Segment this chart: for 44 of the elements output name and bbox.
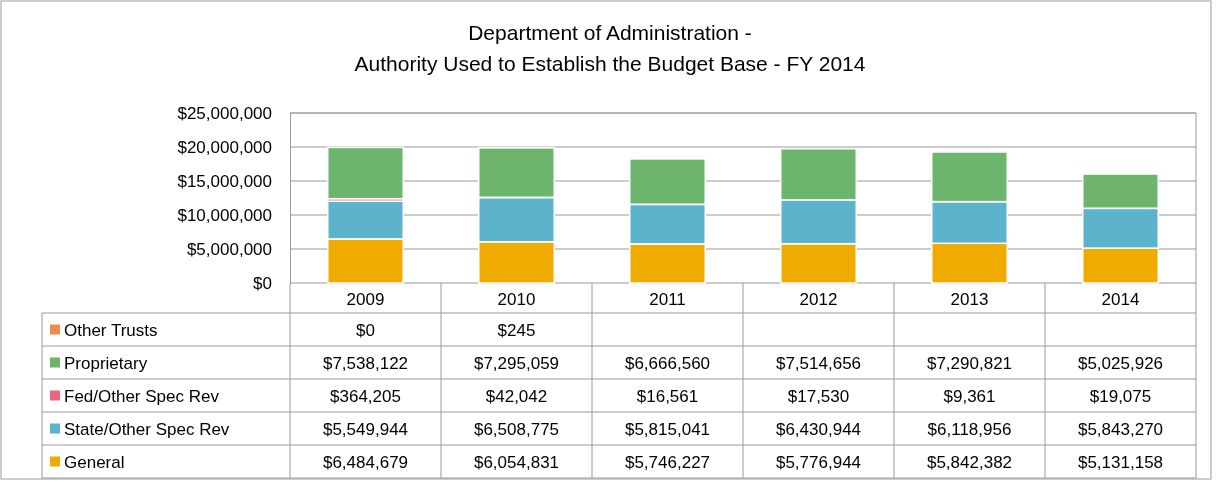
data-label: $9,361 [943,386,996,406]
x-tick-label: 2013 [950,290,989,309]
data-label: $7,290,821 [926,353,1013,373]
x-tick-label: 2011 [649,290,686,309]
data-label: $6,508,775 [473,419,560,439]
data-label: $6,118,956 [927,419,1012,439]
chart-title: Department of Administration - Authority Used to Establish the Budget Base - FY 2014 [354,21,866,75]
data-label: $19,075 [1089,386,1152,406]
x-tick-label: 2012 [799,290,838,309]
y-tick-label: $10,000,000 [177,205,272,225]
data-label: $16,561 [636,386,699,406]
data-label: $6,430,944 [775,419,862,439]
data-label: $7,538,122 [322,353,409,373]
data-label: $245 [497,320,536,340]
data-label: $7,514,656 [775,353,862,373]
y-tick-label: $5,000,000 [186,239,272,259]
y-tick-label: $20,000,000 [177,137,272,157]
data-label: $5,776,944 [775,452,862,472]
legend-label: Other Trusts [64,320,158,340]
legend-label: Fed/Other Spec Rev [64,386,220,406]
data-label: $5,842,382 [926,452,1013,472]
data-label: $5,549,944 [322,419,409,439]
legend-label: State/Other Spec Rev [64,419,230,439]
y-tick-label: $25,000,000 [177,103,272,123]
data-label: $5,025,926 [1077,353,1164,373]
x-tick-label: 2009 [346,290,385,309]
x-tick-label: 2014 [1101,290,1140,309]
data-label: $6,054,831 [473,452,560,472]
data-label: $17,530 [787,386,850,406]
data-label: $7,295,059 [473,353,560,373]
data-label: $0 [356,320,375,340]
legend-label: Proprietary [64,353,148,373]
data-label: $5,131,158 [1077,452,1164,472]
data-label: $42,042 [485,386,548,406]
data-label: $5,815,041 [624,419,711,439]
y-tick-label: $15,000,000 [177,171,272,191]
legend-label: General [64,452,125,472]
y-tick-label: $0 [253,273,272,293]
data-label: $6,666,560 [624,353,711,373]
data-label: $5,746,227 [624,452,711,472]
data-label: $6,484,679 [322,452,409,472]
data-label: $5,843,270 [1077,419,1164,439]
data-label: $364,205 [330,386,401,406]
x-tick-label: 2010 [497,290,536,309]
